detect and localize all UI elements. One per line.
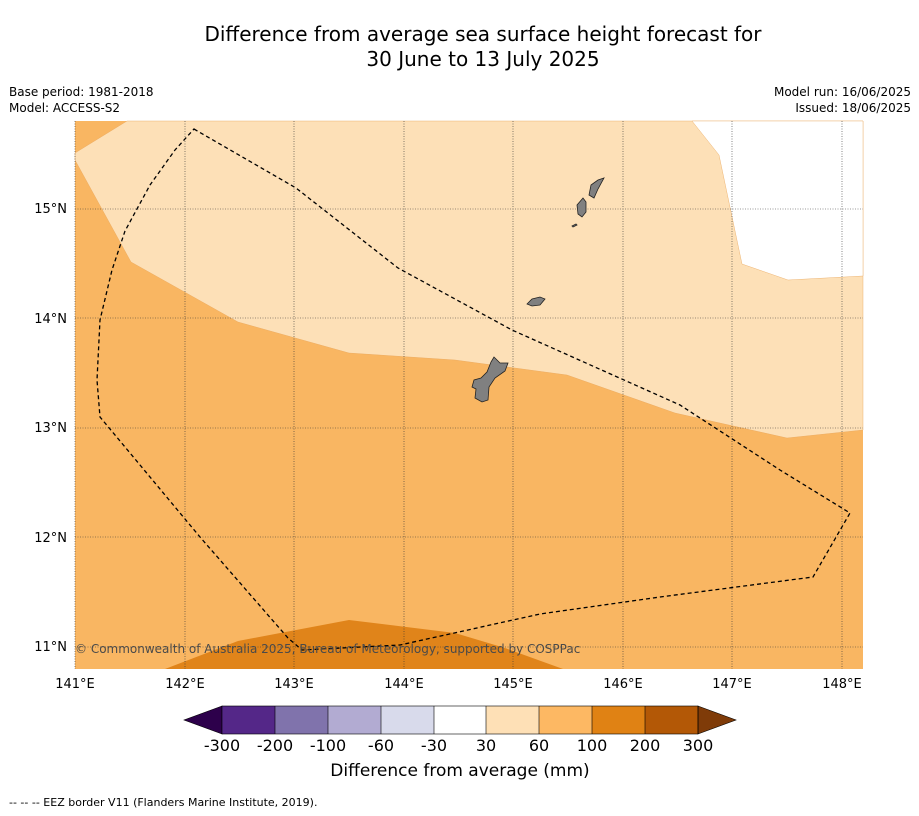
colorbar: -300 -200 -100 -60 -30 30 60 100 200 300 <box>183 705 737 755</box>
island-tinian <box>576 197 587 218</box>
base-period-label: Base period: 1981-2018 <box>9 85 154 99</box>
lon-label: 141°E <box>55 677 95 692</box>
colorbar-tick: 30 <box>476 736 496 755</box>
lon-label: 142°E <box>165 677 205 692</box>
band-neutral <box>691 120 864 281</box>
map-title-line1: Difference from average sea surface heig… <box>204 22 762 46</box>
colorbar-tick: -60 <box>368 736 394 755</box>
colorbar-seg <box>275 706 328 734</box>
meta-right: Model run: 16/06/2025 Issued: 18/06/2025 <box>774 84 911 116</box>
colorbar-ticks: -300 -200 -100 -60 -30 30 60 100 200 300 <box>204 736 713 755</box>
issued-label: Issued: 18/06/2025 <box>795 101 911 115</box>
lat-label: 13°N <box>34 421 67 436</box>
model-label: Model: ACCESS-S2 <box>9 101 121 115</box>
model-run-label: Model run: 16/06/2025 <box>773 85 911 99</box>
colorbar-tick: -200 <box>257 736 293 755</box>
meta-left: Base period: 1981-2018 Model: ACCESS-S2 <box>9 84 154 116</box>
lat-label: 12°N <box>34 531 67 546</box>
colorbar-tick: 60 <box>529 736 549 755</box>
colorbar-low-extend <box>183 705 223 735</box>
map-title-line2: 30 June to 13 July 2025 <box>366 47 600 71</box>
colorbar-seg <box>592 706 645 734</box>
colorbar-tick: 200 <box>630 736 661 755</box>
colorbar-seg <box>539 706 592 734</box>
island-saipan <box>588 177 605 199</box>
lon-label: 144°E <box>384 677 424 692</box>
eez-footnote: -- -- -- EEZ border V11 (Flanders Marine… <box>9 796 318 809</box>
island-guam <box>471 356 509 403</box>
band-100-200 <box>165 620 563 669</box>
island-rota <box>526 296 546 307</box>
islands <box>471 177 605 403</box>
lon-labels: 141°E 142°E 143°E 144°E 145°E 146°E 147°… <box>55 677 862 692</box>
lon-label: 145°E <box>493 677 533 692</box>
colorbar-tick: 300 <box>683 736 714 755</box>
map-title: Difference from average sea surface heig… <box>0 22 919 72</box>
lat-label: 14°N <box>34 312 67 327</box>
map-panel: © Commonwealth of Australia 2025, Bureau… <box>34 120 864 692</box>
lon-label: 146°E <box>603 677 643 692</box>
colorbar-high-extend <box>697 705 737 735</box>
colorbar-seg <box>222 706 275 734</box>
colorbar-tick: -300 <box>204 736 240 755</box>
colorbar-seg <box>486 706 539 734</box>
lon-label: 147°E <box>712 677 752 692</box>
colorbar-seg <box>645 706 698 734</box>
colorbar-tick: -30 <box>421 736 447 755</box>
colorbar-title: Difference from average (mm) <box>330 761 590 781</box>
eez-border <box>96 128 851 651</box>
colorbar-dividers <box>221 705 699 735</box>
lat-label: 11°N <box>34 640 67 655</box>
lon-label: 143°E <box>274 677 314 692</box>
lon-label: 148°E <box>822 677 862 692</box>
island-aguijan <box>571 223 578 228</box>
colorbar-tick: -100 <box>310 736 346 755</box>
colorbar-seg <box>381 706 434 734</box>
copyright-text: © Commonwealth of Australia 2025, Bureau… <box>75 642 580 656</box>
lat-labels: 15°N 14°N 13°N 12°N 11°N <box>34 202 67 655</box>
colorbar-seg <box>328 706 381 734</box>
colorbar-tick: 100 <box>577 736 608 755</box>
lat-label: 15°N <box>34 202 67 217</box>
band-30-60 <box>74 120 864 439</box>
colorbar-seg <box>434 706 486 734</box>
